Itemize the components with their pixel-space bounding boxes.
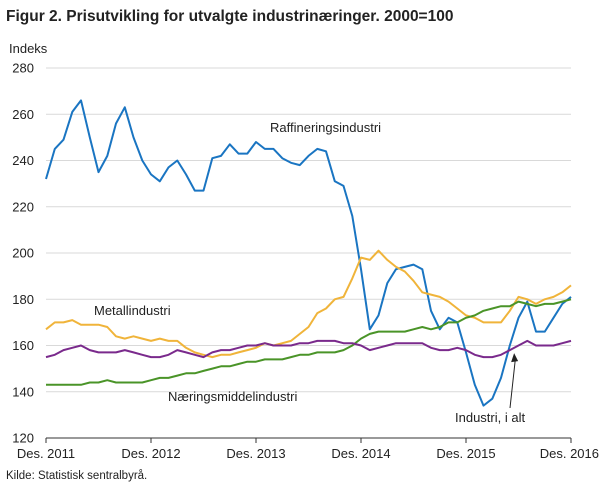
- y-tick-label: 260: [12, 107, 34, 122]
- y-tick-label: 140: [12, 384, 34, 399]
- gridlines: [46, 67, 571, 439]
- y-tick-label: 180: [12, 292, 34, 307]
- y-tick-label: 280: [12, 61, 34, 76]
- series-line-industri-i-alt: [45, 339, 572, 359]
- y-tick-labels: 120 140 160 180 200 220 240 260 280: [12, 61, 34, 446]
- x-tick-label: Des. 2016: [540, 446, 599, 461]
- series-annotation: Metallindustri: [94, 303, 171, 318]
- series-line-n-ringsmiddelindustri: [46, 298, 572, 386]
- series-annotation: Industri, i alt: [455, 410, 525, 425]
- series-line-metallindustri: [45, 249, 572, 359]
- chart-title: Figur 2. Prisutvikling for utvalgte indu…: [6, 8, 454, 25]
- y-tick-label: 160: [12, 338, 34, 353]
- x-tick-label: Des. 2014: [331, 446, 390, 461]
- source-note: Kilde: Statistisk sentralbyrå.: [6, 470, 148, 482]
- y-tick-label: 120: [12, 431, 34, 446]
- y-tick-label: 240: [12, 153, 34, 168]
- x-tick-label: Des. 2012: [121, 446, 180, 461]
- x-tick-label: Des. 2013: [226, 446, 285, 461]
- annotation-arrowhead: [511, 353, 519, 363]
- x-tick-label: Des. 2011: [17, 446, 75, 461]
- y-tick-label: 200: [12, 246, 34, 261]
- series-lines: [45, 99, 572, 407]
- x-tick-label: Des. 2015: [436, 446, 495, 461]
- y-axis-label: Indeks: [9, 41, 48, 56]
- series-annotation: Raffineringsindustri: [270, 120, 381, 135]
- series-annotations: Raffineringsindustri Metallindustri Næring…: [94, 120, 525, 425]
- y-tick-label: 220: [12, 199, 34, 214]
- annotation-arrow: [509, 361, 516, 409]
- x-tick-labels: Des. 2011 Des. 2012 Des. 2013 Des. 2014 Des.…: [17, 438, 599, 461]
- series-line-raffineringsindustri: [45, 99, 572, 407]
- series-annotation: Næringsmiddelindustri: [168, 389, 297, 404]
